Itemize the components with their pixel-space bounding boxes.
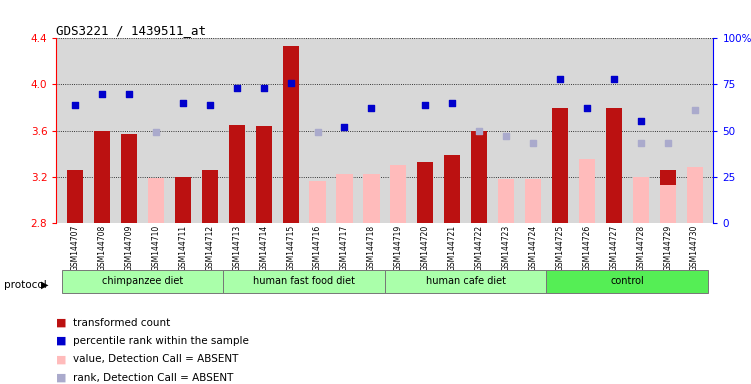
- Point: [204, 102, 216, 108]
- Text: ■: ■: [56, 373, 67, 383]
- Text: GSM144713: GSM144713: [232, 225, 241, 271]
- Text: GSM144730: GSM144730: [690, 225, 699, 271]
- Text: GSM144710: GSM144710: [152, 225, 161, 271]
- Bar: [363, 174, 379, 223]
- Point: [285, 79, 297, 86]
- Text: GSM144725: GSM144725: [556, 225, 565, 271]
- Bar: [498, 179, 514, 223]
- Text: protocol: protocol: [4, 280, 47, 290]
- Bar: [552, 108, 568, 223]
- Text: GSM144722: GSM144722: [475, 225, 484, 271]
- Point: [554, 76, 566, 82]
- Point: [527, 141, 539, 147]
- Text: GSM144712: GSM144712: [205, 225, 214, 271]
- Text: GSM144729: GSM144729: [663, 225, 672, 271]
- Text: ■: ■: [56, 354, 67, 364]
- Point: [500, 133, 512, 139]
- Text: GSM144707: GSM144707: [71, 225, 80, 271]
- Bar: [471, 131, 487, 223]
- Bar: [223, 270, 385, 293]
- Text: control: control: [611, 276, 644, 286]
- Bar: [229, 125, 245, 223]
- Point: [689, 107, 701, 113]
- Bar: [547, 270, 708, 293]
- Point: [635, 141, 647, 147]
- Text: human fast food diet: human fast food diet: [253, 276, 355, 286]
- Text: GSM144714: GSM144714: [259, 225, 268, 271]
- Bar: [94, 131, 110, 223]
- Point: [581, 105, 593, 111]
- Bar: [202, 170, 218, 223]
- Text: GSM144720: GSM144720: [421, 225, 430, 271]
- Bar: [525, 179, 541, 223]
- Bar: [632, 177, 649, 223]
- Text: value, Detection Call = ABSENT: value, Detection Call = ABSENT: [73, 354, 238, 364]
- Bar: [255, 126, 272, 223]
- Point: [473, 127, 485, 134]
- Text: GSM144728: GSM144728: [636, 225, 645, 271]
- Bar: [121, 134, 137, 223]
- Point: [339, 124, 351, 130]
- Bar: [579, 159, 595, 223]
- Text: GSM144724: GSM144724: [529, 225, 538, 271]
- Point: [150, 129, 162, 136]
- Bar: [418, 162, 433, 223]
- Text: human cafe diet: human cafe diet: [426, 276, 505, 286]
- Point: [258, 85, 270, 91]
- Bar: [686, 167, 703, 223]
- Point: [69, 102, 81, 108]
- Text: GSM144709: GSM144709: [125, 225, 134, 271]
- Bar: [444, 155, 460, 223]
- Point: [312, 129, 324, 136]
- Bar: [606, 108, 622, 223]
- Point: [231, 85, 243, 91]
- Point: [177, 100, 189, 106]
- Text: GSM144723: GSM144723: [502, 225, 511, 271]
- Point: [96, 91, 108, 97]
- Bar: [385, 270, 547, 293]
- Text: rank, Detection Call = ABSENT: rank, Detection Call = ABSENT: [73, 373, 234, 383]
- Point: [366, 105, 378, 111]
- Bar: [67, 170, 83, 223]
- Text: GSM144711: GSM144711: [179, 225, 188, 271]
- Bar: [62, 270, 223, 293]
- Bar: [391, 165, 406, 223]
- Point: [419, 102, 431, 108]
- Bar: [309, 181, 326, 223]
- Text: chimpanzee diet: chimpanzee diet: [102, 276, 183, 286]
- Point: [446, 100, 458, 106]
- Text: GSM144726: GSM144726: [582, 225, 591, 271]
- Bar: [659, 185, 676, 223]
- Text: GSM144708: GSM144708: [98, 225, 107, 271]
- Text: ▶: ▶: [41, 280, 49, 290]
- Text: GSM144727: GSM144727: [609, 225, 618, 271]
- Bar: [148, 178, 164, 223]
- Bar: [336, 174, 352, 223]
- Bar: [175, 177, 191, 223]
- Text: GDS3221 / 1439511_at: GDS3221 / 1439511_at: [56, 24, 207, 37]
- Text: GSM144715: GSM144715: [286, 225, 295, 271]
- Point: [662, 141, 674, 147]
- Text: GSM144721: GSM144721: [448, 225, 457, 271]
- Bar: [282, 46, 299, 223]
- Text: transformed count: transformed count: [73, 318, 170, 328]
- Text: GSM144719: GSM144719: [394, 225, 403, 271]
- Point: [635, 118, 647, 124]
- Text: GSM144716: GSM144716: [313, 225, 322, 271]
- Text: percentile rank within the sample: percentile rank within the sample: [73, 336, 249, 346]
- Point: [123, 91, 135, 97]
- Text: GSM144718: GSM144718: [367, 225, 376, 271]
- Text: ■: ■: [56, 318, 67, 328]
- Text: GSM144717: GSM144717: [340, 225, 349, 271]
- Text: ■: ■: [56, 336, 67, 346]
- Bar: [659, 170, 676, 223]
- Point: [608, 76, 620, 82]
